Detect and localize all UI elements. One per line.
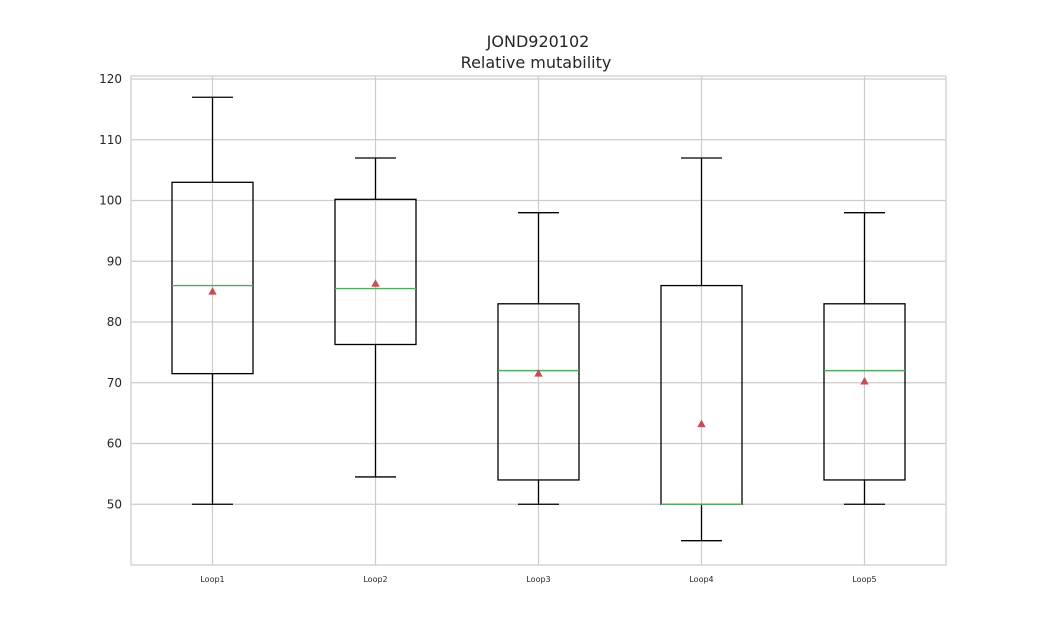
x-axis-ticks: Loop1 Loop2 Loop3 Loop4 Loop5 [200, 575, 876, 584]
box-loop1 [171, 96, 254, 505]
iqr-box [334, 198, 417, 346]
mean-marker [208, 287, 217, 295]
y-tick-label: 100 [99, 194, 122, 208]
mean-marker [697, 419, 706, 428]
x-tick-label: Loop3 [526, 575, 550, 584]
box-loop4 [660, 157, 743, 542]
chart-title: JOND920102 [486, 32, 590, 51]
plot-frame [130, 75, 947, 566]
y-tick-label: 110 [99, 133, 122, 147]
y-tick-label: 80 [107, 315, 122, 329]
box-loop3 [497, 212, 580, 505]
y-tick-label: 60 [107, 437, 122, 451]
y-tick-label: 50 [107, 497, 122, 511]
chart-subtitle: Relative mutability [461, 53, 612, 72]
y-tick-label: 120 [99, 72, 122, 86]
y-tick-label: 70 [107, 376, 122, 390]
boxes-layer [171, 96, 906, 542]
y-axis-ticks: 50 60 70 80 90 100 110 120 [99, 72, 122, 511]
mean-marker [534, 369, 543, 377]
box-loop2 [334, 157, 417, 478]
x-tick-label: Loop2 [363, 575, 387, 584]
mean-marker [860, 377, 869, 385]
mean-marker [371, 279, 380, 287]
iqr-box [497, 303, 580, 481]
x-tick-label: Loop5 [852, 575, 876, 584]
iqr-box [823, 303, 906, 481]
y-tick-label: 90 [107, 254, 122, 268]
iqr-box [171, 181, 254, 375]
x-tick-label: Loop4 [689, 575, 713, 584]
x-tick-label: Loop1 [200, 575, 224, 584]
box-loop5 [823, 212, 906, 505]
